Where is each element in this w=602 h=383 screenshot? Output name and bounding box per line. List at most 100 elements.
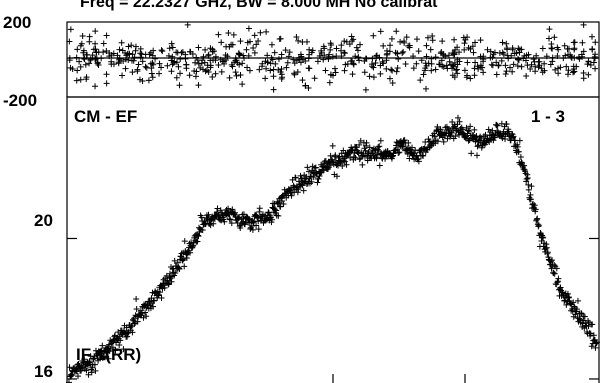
- phase-point: [461, 67, 468, 74]
- phase-point: [94, 59, 101, 66]
- phase-point: [77, 76, 84, 83]
- phase-point: [215, 31, 222, 38]
- amplitude-point: [247, 225, 254, 232]
- amplitude-point: [434, 138, 441, 145]
- phase-point: [427, 46, 434, 53]
- phase-point: [456, 49, 463, 56]
- phase-point: [379, 58, 386, 65]
- amplitude-point: [161, 284, 168, 291]
- amplitude-point: [295, 178, 302, 185]
- phase-point: [464, 72, 471, 79]
- phase-point: [471, 65, 478, 72]
- phase-point: [589, 33, 596, 40]
- amplitude-point: [66, 364, 73, 371]
- phase-point: [73, 54, 80, 61]
- phase-point: [554, 53, 561, 60]
- phase-point: [461, 46, 468, 53]
- phase-point: [95, 49, 102, 56]
- amplitude-point: [400, 143, 407, 150]
- amplitude-point: [406, 155, 413, 162]
- phase-point: [368, 61, 375, 68]
- phase-point: [149, 74, 156, 81]
- phase-point: [74, 67, 81, 74]
- amplitude-point: [590, 332, 597, 339]
- phase-point: [80, 49, 87, 56]
- amplitude-point: [280, 200, 287, 207]
- amplitude-point: [347, 154, 354, 161]
- amplitude-point: [92, 347, 99, 354]
- amplitude-point: [216, 214, 223, 221]
- amplitude-point: [341, 158, 348, 165]
- phase-point: [137, 54, 144, 61]
- phase-point: [278, 51, 285, 58]
- phase-point: [520, 55, 527, 62]
- phase-point: [453, 66, 460, 73]
- phase-point: [384, 50, 391, 57]
- phase-point: [372, 59, 379, 66]
- phase-point: [187, 48, 194, 55]
- phase-ytick-label-top: 200: [3, 13, 31, 32]
- phase-point: [241, 55, 248, 62]
- phase-point: [516, 46, 523, 53]
- phase-point: [224, 53, 231, 60]
- amplitude-point: [524, 175, 531, 182]
- phase-point: [383, 65, 390, 72]
- amplitude-point: [565, 294, 572, 301]
- phase-point: [373, 53, 380, 60]
- phase-point: [316, 52, 323, 59]
- amplitude-point: [502, 136, 509, 143]
- amplitude-point: [86, 358, 93, 365]
- phase-point: [67, 26, 74, 33]
- amplitude-point: [138, 310, 145, 317]
- amplitude-point: [518, 159, 525, 166]
- amplitude-panel: CM - EF 1 - 3 IF 1(RR) 20 16: [34, 96, 600, 383]
- amplitude-point: [516, 137, 523, 144]
- chart-title: Freq = 22.2327 GHz, BW = 8.000 MH No cal…: [80, 0, 438, 11]
- phase-point: [480, 69, 487, 76]
- amplitude-point: [420, 152, 427, 159]
- phase-point: [443, 62, 450, 69]
- amplitude-point: [459, 126, 466, 133]
- amplitude-point: [551, 261, 558, 268]
- phase-point: [74, 46, 81, 53]
- phase-point: [284, 59, 291, 66]
- amplitude-point: [553, 265, 560, 272]
- phase-point: [428, 67, 435, 74]
- amplitude-point: [133, 305, 140, 312]
- amplitude-point: [578, 310, 585, 317]
- phase-point: [348, 33, 355, 40]
- phase-point: [168, 68, 175, 75]
- amplitude-point: [527, 191, 534, 198]
- amplitude-point: [327, 162, 334, 169]
- phase-point: [230, 31, 237, 38]
- amplitude-point: [337, 159, 344, 166]
- amplitude-point: [78, 367, 85, 374]
- amplitude-point: [158, 294, 165, 301]
- phase-point: [415, 48, 422, 55]
- amplitude-point: [593, 340, 600, 347]
- amplitude-point: [431, 133, 438, 140]
- amplitude-point: [143, 313, 150, 320]
- amplitude-point: [401, 137, 408, 144]
- amplitude-point: [296, 183, 303, 190]
- amplitude-point: [190, 242, 197, 249]
- phase-point: [343, 38, 350, 45]
- phase-point: [477, 37, 484, 44]
- amplitude-point: [89, 364, 96, 371]
- phase-point: [299, 56, 306, 63]
- phase-point: [295, 54, 302, 61]
- amplitude-point: [87, 361, 94, 368]
- phase-point: [504, 52, 511, 59]
- phase-point: [86, 60, 93, 67]
- amplitude-point: [213, 208, 220, 215]
- phase-point: [571, 39, 578, 46]
- amplitude-point: [336, 153, 343, 160]
- amplitude-point: [99, 342, 106, 349]
- phase-point: [484, 46, 491, 53]
- phase-point: [137, 45, 144, 52]
- phase-point: [592, 65, 599, 72]
- amplitude-point: [577, 316, 584, 323]
- phase-point: [399, 49, 406, 56]
- phase-point: [377, 70, 384, 77]
- phase-point: [454, 44, 461, 51]
